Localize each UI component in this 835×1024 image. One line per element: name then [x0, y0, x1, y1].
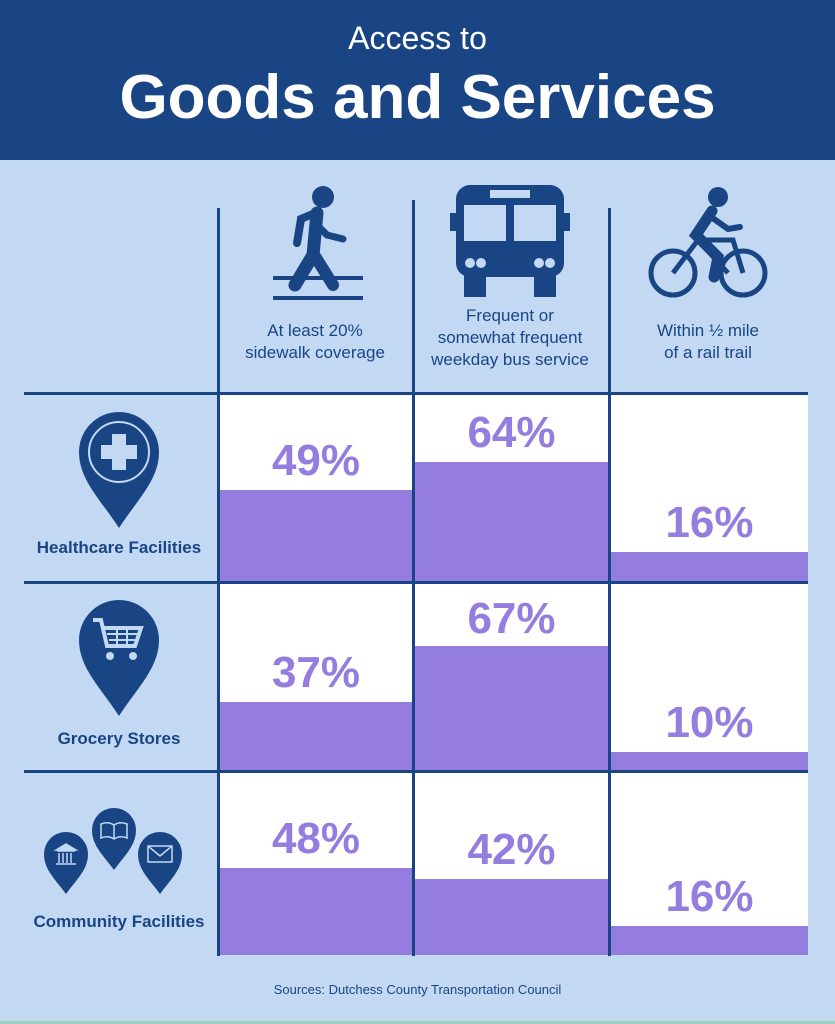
bar-fill — [415, 462, 608, 582]
row-label-healthcare: Healthcare Facilities — [36, 538, 202, 557]
bar-fill — [415, 878, 608, 955]
cell-1-0: 37% — [220, 584, 412, 771]
header: Access to Goods and Services — [0, 0, 835, 160]
community-pins-icon — [44, 808, 182, 894]
bar-fill — [220, 867, 412, 955]
value-label: 37% — [271, 647, 361, 697]
cell-0-0: 49% — [220, 395, 412, 582]
column-header-sidewalk — [218, 185, 412, 300]
subtitle: Access to — [348, 20, 487, 56]
column-header-trail — [608, 185, 808, 300]
bar-fill — [611, 752, 808, 771]
bus-icon — [450, 185, 570, 297]
row-icon-grocery — [24, 598, 214, 723]
bicycle-icon — [648, 187, 768, 298]
column-label-line: At least 20% — [267, 321, 363, 340]
shopping-cart-pin-icon — [79, 600, 159, 716]
value-label: 10% — [665, 698, 754, 748]
column-label-bus: Frequent or somewhat frequent weekday bu… — [412, 305, 608, 371]
value-label: 16% — [665, 871, 754, 921]
bar-fill — [220, 490, 412, 582]
grid-hline — [24, 392, 808, 395]
value-label: 16% — [665, 498, 754, 548]
bar-fill — [611, 552, 808, 582]
pedestrian-icon — [273, 186, 363, 300]
cell-2-1: 42% — [415, 773, 608, 955]
cell-0-2: 16% — [611, 395, 808, 582]
grid-hline — [24, 770, 808, 773]
value-label: 64% — [467, 408, 556, 458]
page-title: Goods and Services — [119, 63, 716, 132]
column-label-line: of a rail trail — [664, 343, 752, 362]
value-label: 42% — [467, 824, 556, 874]
column-label-line: Within ½ mile — [656, 321, 760, 340]
bar-fill — [415, 645, 608, 771]
column-label-sidewalk: At least 20% sidewalk coverage — [218, 320, 412, 364]
value-label: 48% — [271, 813, 361, 863]
grid-hline — [24, 581, 808, 584]
value-label: 67% — [467, 594, 556, 643]
bottom-border — [0, 1021, 835, 1024]
cell-0-1: 64% — [415, 395, 608, 582]
row-icon-community — [24, 808, 214, 903]
cell-1-1: 67% — [415, 584, 608, 771]
cell-2-0: 48% — [220, 773, 412, 955]
row-label-community: Community Facilities — [33, 912, 205, 931]
column-label-line: sidewalk coverage — [245, 343, 385, 362]
column-label-line: weekday bus service — [431, 350, 589, 369]
column-label-line: Frequent or — [466, 306, 554, 325]
cell-2-2: 16% — [611, 773, 808, 955]
row-icon-healthcare — [24, 410, 214, 535]
column-header-bus — [412, 185, 608, 300]
healthcare-pin-icon — [79, 412, 159, 528]
cell-1-2: 10% — [611, 584, 808, 771]
bar-fill — [220, 701, 412, 771]
source-note: Sources: Dutchess County Transportation … — [273, 982, 562, 997]
column-label-trail: Within ½ mile of a rail trail — [608, 320, 808, 364]
column-label-line: somewhat frequent — [437, 328, 583, 347]
row-label-grocery: Grocery Stores — [57, 729, 181, 748]
grid-vline — [412, 200, 415, 956]
bar-fill — [611, 925, 808, 955]
value-label: 49% — [271, 436, 361, 486]
